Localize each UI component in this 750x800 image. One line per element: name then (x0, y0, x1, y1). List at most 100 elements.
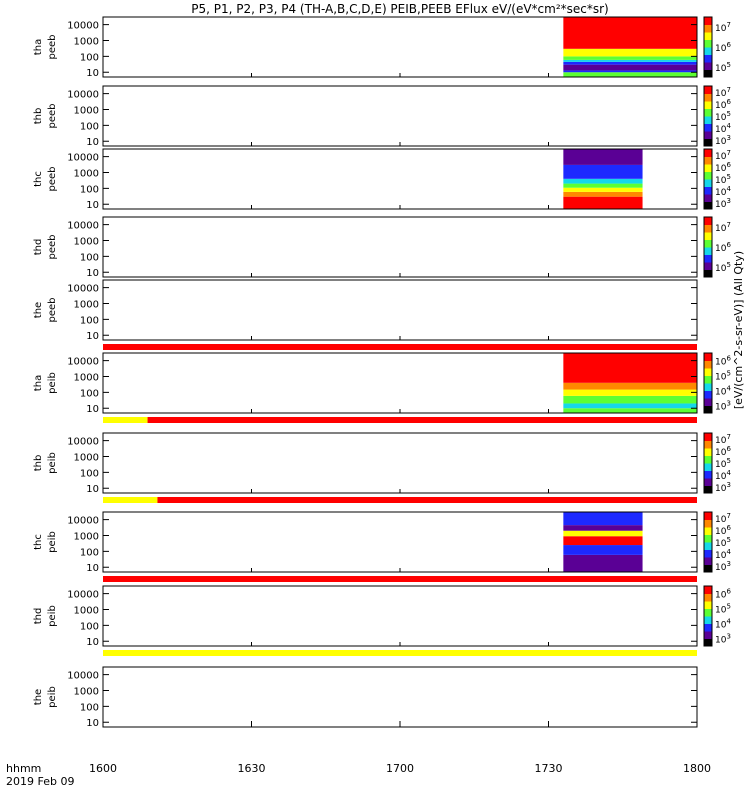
colorbar-tick-exponent: 3 (726, 134, 730, 142)
colorbar-segment (704, 69, 712, 78)
colorbar-segment (704, 375, 712, 384)
colorbar-segment (704, 463, 712, 471)
colorbar-segment (704, 623, 712, 632)
y-tick-label: 1000 (74, 299, 99, 310)
colorbar-segment (704, 247, 712, 255)
y-tick-label: 10000 (67, 221, 99, 232)
colorbar-segment (704, 156, 712, 165)
panel-the-peeb: the peeb 10 100 1000 10000 (33, 279, 698, 350)
mode-bar-segment (147, 417, 698, 423)
mode-bar-segment (103, 497, 158, 503)
y-tick-label: 10 (86, 484, 99, 495)
colorbar-segment (704, 440, 712, 449)
colorbar-tick-exponent: 5 (726, 110, 730, 118)
colorbar-segment (704, 398, 712, 406)
spectrogram-band (563, 17, 697, 49)
colorbar-segment (704, 455, 712, 464)
colorbar-segment (704, 470, 712, 479)
panel-probe-label: thd (33, 239, 44, 256)
colorbar-tick-exponent: 6 (726, 588, 731, 596)
colorbar-segment (704, 601, 712, 609)
panel-product-label: peib (47, 686, 58, 708)
colorbar-segment (704, 542, 712, 550)
colorbar-frame (703, 85, 713, 147)
colorbar-tick-exponent: 3 (726, 481, 730, 489)
colorbar-segment (704, 224, 712, 233)
colorbar-segment (704, 368, 712, 376)
colorbar-frame (703, 585, 713, 647)
y-tick-label: 1000 (74, 168, 99, 179)
colorbar-tick-exponent: 6 (726, 161, 731, 169)
spectrogram-band (563, 149, 643, 165)
y-tick-label: 10 (86, 404, 99, 415)
colorbar-segment (704, 262, 712, 270)
colorbar-segment (704, 47, 712, 55)
colorbar-tick-label: 105 (715, 61, 731, 74)
colorbar-tick-exponent: 3 (726, 197, 730, 205)
colorbar-tick-exponent: 4 (726, 548, 731, 556)
panel-product-label: peeb (47, 35, 58, 60)
colorbar-tick-exponent: 3 (726, 633, 730, 641)
colorbar-segment (704, 269, 712, 278)
colorbar-segment (704, 17, 712, 25)
mode-bar-segment (103, 576, 697, 582)
y-tick-label: 10000 (67, 437, 99, 448)
colorbar-segment (704, 586, 712, 594)
y-tick-label: 100 (80, 621, 99, 632)
panel-frame (102, 666, 698, 728)
panel-frame (102, 432, 698, 494)
spectrogram-band (563, 536, 643, 546)
panel-probe-label: thb (33, 455, 44, 472)
colorbar-tick-exponent: 4 (726, 122, 731, 130)
spectrogram-band (563, 525, 643, 531)
colorbar-tick-exponent: 6 (726, 241, 731, 249)
panel-probe-label: the (33, 302, 44, 318)
colorbar-frame (703, 511, 713, 573)
colorbar-tick-label: 106 (715, 588, 731, 601)
colorbar-segment (704, 254, 712, 263)
colorbar-segment (704, 186, 712, 195)
colorbar-segment (704, 360, 712, 369)
y-tick-label: 1000 (74, 452, 99, 463)
colorbar-tick-label: 106 (715, 355, 731, 368)
y-tick-label: 10 (86, 563, 99, 574)
x-tick-label: 1630 (238, 762, 266, 775)
y-tick-label: 10000 (67, 590, 99, 601)
spectrogram-band (563, 70, 697, 73)
colorbar-segment (704, 478, 712, 486)
colorbar-segment (704, 512, 712, 520)
colorbar-tick-exponent: 6 (726, 445, 731, 453)
spectrogram-band (563, 382, 697, 390)
y-tick-label: 100 (80, 468, 99, 479)
x-tick-label: 1800 (683, 762, 711, 775)
colorbar-tick-exponent: 5 (726, 370, 730, 378)
colorbar-tick-exponent: 5 (726, 61, 730, 69)
y-tick-label: 1000 (74, 36, 99, 47)
y-tick-label: 10 (86, 637, 99, 648)
colorbar-segment (704, 564, 712, 573)
colorbar-units-label: [eV/(cm^2-s-sr-eV)] (All Qty) (732, 251, 745, 409)
colorbar-frame (703, 148, 713, 210)
colorbar-tick-exponent: 6 (726, 98, 731, 106)
panel-product-label: peib (47, 605, 58, 627)
time-axis-date-label: 2019 Feb 09 (6, 775, 74, 788)
colorbar-tick-exponent: 5 (726, 261, 730, 269)
colorbar-segment (704, 108, 712, 117)
panel-product-label: peeb (47, 235, 58, 260)
panel-tha-peeb: tha peeb 10 100 1000 10000 105 106 107 (33, 16, 731, 79)
mode-bar-segment (103, 650, 697, 656)
spectrogram-band (563, 59, 697, 62)
colorbar-segment (704, 405, 712, 414)
colorbar-segment (704, 433, 712, 441)
panel-tha-peib: tha peib 10 100 1000 10000 103 104 105 106 (33, 352, 731, 423)
x-tick-label: 1730 (535, 762, 563, 775)
figure-title: P5, P1, P2, P3, P4 (TH-A,B,C,D,E) PEIB,P… (191, 2, 608, 16)
colorbar-tick-label: 107 (715, 21, 731, 34)
colorbar-tick-exponent: 6 (726, 524, 731, 532)
colorbar-segment (704, 593, 712, 602)
spectrogram-band (563, 61, 697, 65)
panel-product-label: peib (47, 531, 58, 553)
colorbar-segment (704, 179, 712, 187)
spectrogram-band (563, 64, 697, 71)
colorbar-tick-label: 103 (715, 560, 731, 573)
